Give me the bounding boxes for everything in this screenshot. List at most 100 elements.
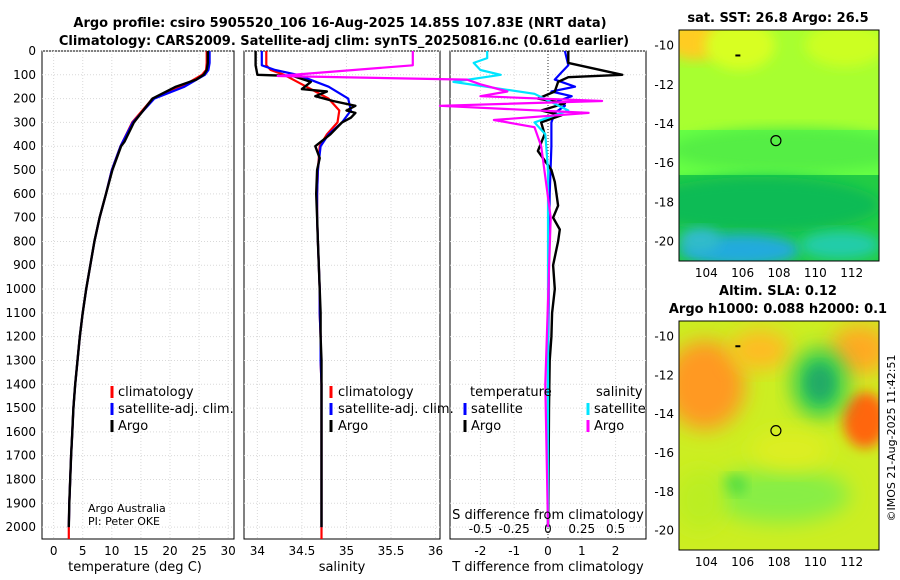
map-lat-tick-label: -10 — [654, 39, 674, 53]
x-tick-label: 20 — [162, 544, 177, 558]
sst-map-frame — [678, 29, 880, 262]
map-lat-tick-label: -10 — [654, 330, 674, 344]
map-lon-tick-label: 112 — [840, 555, 863, 569]
island-marker — [735, 345, 741, 348]
legend-s-argo-label: Argo — [594, 419, 624, 434]
depth-tick-label: 1900 — [5, 496, 36, 510]
argo-location-marker — [770, 425, 782, 437]
x-tick-label: 34.5 — [289, 544, 316, 558]
map-lon-tick-label: 106 — [731, 266, 754, 280]
depth-tick-label: 1000 — [5, 282, 36, 296]
sla-map-title: Altim. SLA: 0.12 — [719, 284, 837, 299]
argo-location-marker — [770, 135, 782, 147]
s-diff-tick-label: 0.5 — [606, 522, 625, 536]
s-difference-xlabel: S difference from climatology — [452, 508, 644, 523]
sst-map-title: sat. SST: 26.8 Argo: 26.5 — [687, 11, 868, 26]
s-diff-tick-label: -0.5 — [469, 522, 492, 536]
title-line-1: Argo profile: csiro 5905520_106 16-Aug-2… — [73, 16, 606, 31]
salinity-legend: climatology satellite-adj. clim. Argo — [329, 385, 454, 434]
depth-tick-label: 100 — [13, 68, 36, 82]
map-lat-tick-label: -14 — [654, 117, 674, 131]
depth-tick-label: 700 — [13, 211, 36, 225]
temperature-panel-frame — [41, 50, 235, 540]
depth-tick-label: 800 — [13, 234, 36, 248]
imos-timestamp: ©IMOS 21-Aug-2025 11:42:51 — [885, 355, 898, 522]
difference-legend: temperature satellite Argo salinity sate… — [463, 385, 646, 434]
map-lat-tick-label: -14 — [654, 407, 674, 421]
map-lon-tick-label: 108 — [768, 555, 791, 569]
pi-note: PI: Peter OKE — [88, 515, 160, 528]
s-diff-tick-label: 0.25 — [568, 522, 595, 536]
sla-map-field — [679, 321, 879, 550]
map-lat-tick-label: -20 — [654, 234, 674, 248]
x-tick-label: 0 — [544, 544, 552, 558]
map-lat-tick-label: -18 — [654, 195, 674, 209]
depth-tick-label: 2000 — [5, 520, 36, 534]
series-line-argo — [67, 51, 210, 528]
salinity-panel-frame — [243, 50, 441, 540]
map-lat-tick-label: -16 — [654, 156, 674, 170]
map-lon-tick-label: 112 — [840, 266, 863, 280]
depth-tick-label: 0 — [28, 44, 36, 58]
map-lat-tick-label: -12 — [654, 368, 674, 382]
depth-tick-label: 300 — [13, 115, 36, 129]
depth-tick-label: 400 — [13, 139, 36, 153]
temperature-xlabel: temperature (deg C) — [68, 560, 202, 575]
legend-argo-label: Argo — [118, 419, 148, 434]
series-layer — [67, 50, 624, 539]
depth-tick-label: 1300 — [5, 353, 36, 367]
x-tick-label: 35.5 — [378, 544, 405, 558]
series-line-t-argo — [536, 51, 624, 528]
series-line-s-satellite — [452, 51, 570, 528]
depth-tick-label: 500 — [13, 163, 36, 177]
map-lat-tick-label: -12 — [654, 78, 674, 92]
depth-tick-label: 1400 — [5, 377, 36, 391]
sst-map-field — [679, 30, 879, 261]
x-tick-label: 35 — [339, 544, 354, 558]
depth-tick-label: 1500 — [5, 401, 36, 415]
map-lat-tick-label: -20 — [654, 524, 674, 538]
x-tick-label: 2 — [612, 544, 620, 558]
legend-temperature-title: temperature — [470, 385, 552, 400]
sla-map-frame — [678, 320, 880, 551]
map-lon-tick-label: 110 — [804, 555, 827, 569]
series-line-argo — [254, 51, 357, 528]
salinity-xlabel: salinity — [319, 560, 366, 575]
legend-salinity-title: salinity — [596, 385, 643, 400]
x-tick-label: 5 — [79, 544, 87, 558]
s-diff-tick-label: -0.25 — [499, 522, 530, 536]
depth-tick-label: 200 — [13, 92, 36, 106]
legend-argo-label: Argo — [338, 419, 368, 434]
depth-tick-label: 1600 — [5, 425, 36, 439]
map-lon-tick-label: 108 — [768, 266, 791, 280]
x-tick-label: 25 — [191, 544, 206, 558]
argo-australia-note: Argo Australia — [88, 502, 166, 515]
map-lat-tick-label: -16 — [654, 446, 674, 460]
x-tick-label: 0 — [50, 544, 58, 558]
x-tick-label: -2 — [474, 544, 486, 558]
sla-map-subtitle: Argo h1000: 0.088 h2000: 0.1 — [669, 302, 887, 317]
x-tick-label: 15 — [133, 544, 148, 558]
map-lon-tick-label: 104 — [695, 266, 718, 280]
legend-satellite-adj-label: satellite-adj. clim. — [118, 402, 234, 417]
s-diff-tick-label: 0 — [544, 522, 552, 536]
depth-tick-label: 900 — [13, 258, 36, 272]
depth-tick-label: 1200 — [5, 330, 36, 344]
x-tick-label: 10 — [104, 544, 119, 558]
x-tick-label: 1 — [578, 544, 586, 558]
x-tick-label: 36 — [428, 544, 443, 558]
map-lat-tick-label: -18 — [654, 485, 674, 499]
x-tick-label: 34 — [250, 544, 265, 558]
map-lon-tick-label: 106 — [731, 555, 754, 569]
tick-labels: 0100200300400500600700800900100011001200… — [5, 39, 863, 569]
x-tick-label: 30 — [221, 544, 236, 558]
depth-tick-label: 1100 — [5, 306, 36, 320]
legend-t-argo-label: Argo — [471, 419, 501, 434]
depth-tick-label: 1700 — [5, 449, 36, 463]
series-line-s-argo — [276, 51, 604, 528]
map-lon-tick-label: 104 — [695, 555, 718, 569]
legend-climatology-label: climatology — [118, 385, 194, 400]
legend-s-satellite-label: satellite — [594, 402, 646, 417]
island-marker — [735, 54, 741, 57]
